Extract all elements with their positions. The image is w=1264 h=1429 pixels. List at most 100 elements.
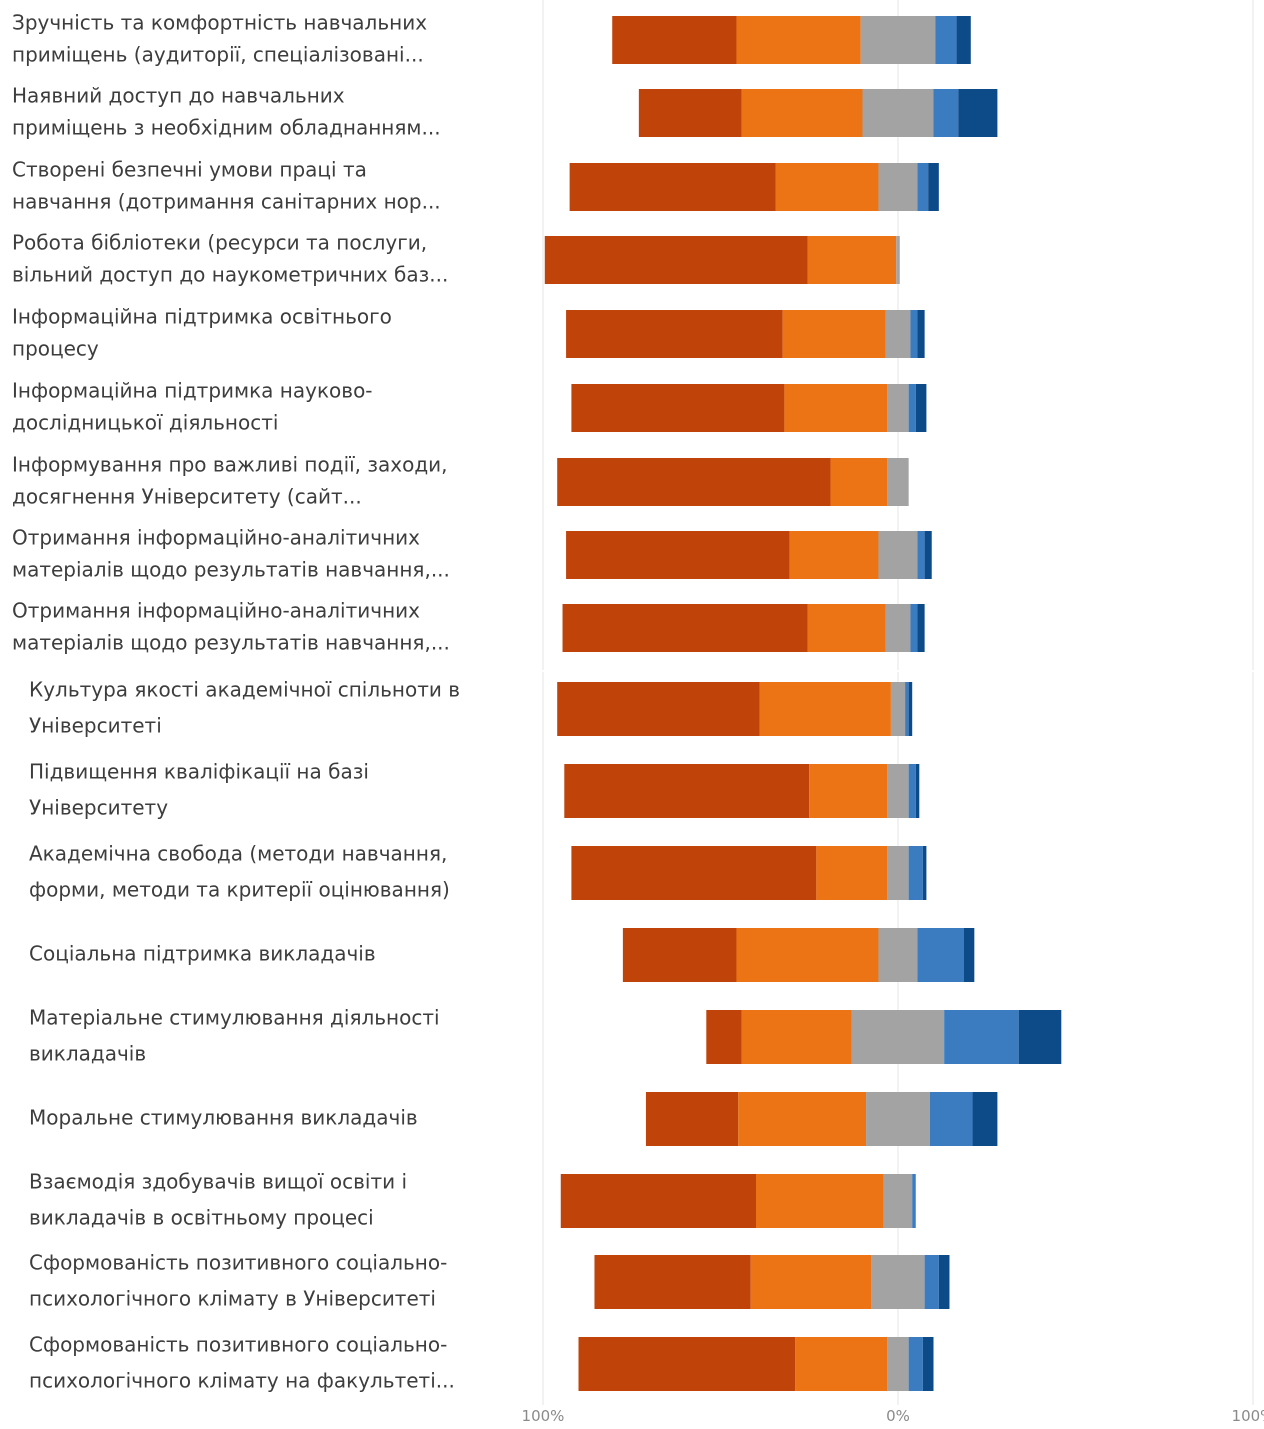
bar-segment-negative-0-3 [807,236,897,284]
bar-segment-positive-1-7 [924,1255,939,1309]
bar-segment-neutral-1-4 [851,1010,945,1064]
bar-segment-strongly-negative-1-8 [578,1337,796,1391]
category-label-1-4-0: Матеріальне стимулювання діяльності [29,1006,440,1030]
bar-segment-strongly-positive-1-1 [915,764,920,818]
bar-segment-neutral-0-4 [885,310,911,358]
bar-segment-positive-1-4 [944,1010,1019,1064]
bar-segment-strongly-positive-1-4 [1018,1010,1062,1064]
bar-segment-strongly-negative-1-1 [564,764,810,818]
category-label-1-5-0: Моральне стимулювання викладачів [29,1106,418,1130]
category-label-1-8-0: Сформованість позитивного соціально- [29,1333,447,1357]
category-label-0-1-1: приміщень з необхідним обладнанням... [12,116,441,140]
bar-segment-strongly-positive-0-4 [917,310,925,358]
bar-segment-strongly-positive-1-3 [963,928,975,982]
bar-segment-strongly-positive-0-5 [915,384,927,432]
bar-segment-strongly-negative-0-7 [566,531,790,579]
category-label-0-4-0: Інформаційна підтримка освітнього [12,305,392,329]
category-label-1-6-0: Взаємодія здобувачів вищої освіти і [29,1170,407,1194]
bar-segment-negative-1-5 [738,1092,867,1146]
category-label-1-7-1: психологічного клімату в Університеті [29,1287,436,1311]
bar-segment-strongly-negative-0-1 [638,89,742,137]
bar-segment-strongly-negative-0-0 [612,16,737,64]
bar-segment-negative-0-0 [736,16,861,64]
category-label-0-5-1: дослідницької діяльності [12,411,278,435]
bar-segment-strongly-positive-1-7 [938,1255,950,1309]
category-label-1-8-1: психологічного клімату на факультеті... [29,1369,455,1393]
x-tick-label-2: 100% [1232,1407,1264,1425]
bar-segment-neutral-0-6 [887,458,909,506]
bar-segment-strongly-positive-1-5 [972,1092,998,1146]
category-label-0-7-1: матеріалів щодо результатів навчання,... [12,558,450,582]
bar-segment-negative-0-6 [830,458,888,506]
category-label-1-7-0: Сформованість позитивного соціально- [29,1251,447,1275]
category-label-0-2-1: навчання (дотримання санітарних нор... [12,190,441,214]
category-label-1-1-0: Підвищення кваліфікації на базі [29,760,369,784]
bar-segment-strongly-negative-0-3 [544,236,808,284]
bar-segment-negative-1-7 [750,1255,872,1309]
bar-segment-neutral-1-0 [890,682,906,736]
category-labels: Зручність та комфортність навчальних прим… [12,11,460,1393]
bar-segment-strongly-positive-0-7 [924,531,932,579]
bar-segment-positive-1-1 [908,764,916,818]
category-label-0-6-1: досягнення Університету (сайт... [12,485,362,509]
bar-segment-neutral-0-7 [878,531,918,579]
bar-segment-neutral-1-8 [887,1337,909,1391]
bar-segment-strongly-negative-1-0 [557,682,760,736]
bar-segment-negative-0-5 [784,384,888,432]
bar-segment-neutral-0-0 [860,16,936,64]
bar-segment-neutral-1-5 [866,1092,930,1146]
category-label-1-2-1: форми, методи та критерії оцінювання) [29,878,450,902]
bar-segment-negative-1-8 [795,1337,888,1391]
category-label-0-3-0: Робота бібліотеки (ресурси та послуги, [12,231,427,255]
category-label-1-1-1: Університету [29,796,168,820]
bar-segment-positive-1-6 [912,1174,916,1228]
bar-segment-neutral-0-8 [885,604,911,652]
x-tick-label-0: 100% [522,1407,565,1425]
category-label-0-6-0: Інформування про важливі події, заходи, [12,453,448,477]
bar-segment-neutral-0-5 [887,384,909,432]
category-label-0-4-1: процесу [12,337,99,361]
bar-segment-neutral-0-1 [862,89,934,137]
category-label-0-5-0: Інформаційна підтримка науково- [12,379,373,403]
bars [544,16,1062,1391]
category-label-1-6-1: викладачів в освітньому процесі [29,1206,374,1230]
x-axis-ticks: 100% 0% 100% [522,1407,1264,1425]
bar-segment-positive-0-8 [910,604,918,652]
x-tick-label-1: 0% [886,1407,910,1425]
bar-segment-positive-1-8 [908,1337,923,1391]
category-label-0-8-1: матеріалів щодо результатів навчання,... [12,631,450,655]
category-label-1-3-0: Соціальна підтримка викладачів [29,942,376,966]
category-label-1-0-1: Університеті [29,714,162,738]
bar-segment-positive-0-5 [908,384,916,432]
bar-segment-negative-0-4 [782,310,886,358]
bar-segment-strongly-negative-1-4 [706,1010,742,1064]
bar-segment-strongly-positive-1-2 [922,846,927,900]
bar-segment-strongly-negative-0-8 [562,604,808,652]
bar-segment-strongly-negative-1-7 [594,1255,751,1309]
bar-segment-strongly-negative-1-6 [560,1174,756,1228]
bar-segment-strongly-positive-0-0 [956,16,971,64]
bar-segment-neutral-1-1 [887,764,909,818]
category-label-0-1-0: Наявний доступ до навчальних [12,84,345,108]
bar-segment-negative-0-8 [807,604,886,652]
bar-segment-strongly-positive-1-0 [908,682,913,736]
bar-segment-positive-0-2 [917,163,929,211]
bar-segment-positive-0-4 [910,310,918,358]
category-label-1-4-1: викладачів [29,1042,146,1066]
bar-segment-negative-1-2 [816,846,888,900]
category-label-1-2-0: Академічна свобода (методи навчання, [29,842,447,866]
bar-segment-negative-0-1 [741,89,863,137]
bar-segment-strongly-positive-0-2 [928,163,939,211]
category-label-1-0-0: Культура якості академічної спільноти в [29,678,460,702]
bar-segment-neutral-1-2 [887,846,909,900]
bar-segment-positive-0-1 [933,89,959,137]
bar-segment-strongly-positive-0-1 [958,89,998,137]
bar-segment-strongly-negative-1-2 [571,846,817,900]
bar-segment-positive-0-7 [917,531,925,579]
category-label-0-0-1: приміщень (аудиторії, спеціалізовані... [12,43,424,67]
bar-segment-neutral-0-3 [896,236,900,284]
bar-segment-negative-1-0 [759,682,891,736]
bar-segment-neutral-0-2 [878,163,918,211]
bar-segment-negative-1-6 [756,1174,884,1228]
bar-segment-positive-1-3 [917,928,964,982]
